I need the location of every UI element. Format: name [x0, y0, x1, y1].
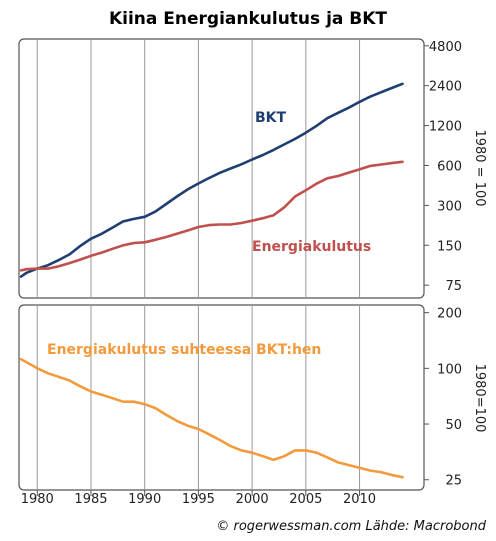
x-tick-label-2010: 2010: [343, 492, 376, 507]
panel-bottom-grid: [36, 305, 361, 490]
x-tick-label-1980: 1980: [21, 492, 54, 507]
gdp-series-label: BKT: [255, 110, 287, 126]
y-tick-label-4800: 4800: [429, 40, 462, 55]
series-line-top-1: [19, 160, 404, 272]
y-tick-label-600: 600: [437, 159, 462, 174]
y-tick-label-300: 300: [437, 199, 462, 214]
panel-top-grid: [36, 39, 361, 298]
series-line-bottom-0: [19, 357, 404, 479]
panel-bottom-lines: [19, 357, 404, 479]
x-tick-label-2005: 2005: [289, 492, 322, 507]
y-tick-label-75: 75: [445, 279, 462, 294]
source-credit: © rogerwessman.com Lähde: Macrobond: [216, 519, 486, 534]
y-tick-label-1200: 1200: [429, 120, 462, 135]
chart-title: Kiina Energiankulutus ja BKT: [109, 9, 387, 29]
y-tick-label-50: 50: [445, 418, 462, 433]
x-tick-label-2000: 2000: [236, 492, 269, 507]
panel-bottom-frame: [18, 304, 425, 491]
y-tick-label-2400: 2400: [429, 80, 462, 95]
top-y-axis-label: 1980 = 100: [472, 129, 487, 206]
x-tick-label-1985: 1985: [74, 492, 107, 507]
y-tick-label-100: 100: [437, 362, 462, 377]
x-tick-label-1990: 1990: [128, 492, 161, 507]
panel-top: 75 150 300 600 1200 2400 4800 BKT Energiakulut…: [18, 38, 487, 299]
panel-top-lines: [19, 82, 404, 278]
intensity-series-label: Energiakulutus suhteessa BKT:hen: [47, 342, 321, 358]
energy-series-label: Energiakulutus: [252, 239, 371, 255]
y-tick-label-25: 25: [445, 474, 462, 489]
bottom-y-axis-label: 1980=100: [472, 364, 487, 433]
panel-bottom-y-ticks: 25 50 100 200: [424, 307, 462, 489]
x-tick-label-1995: 1995: [182, 492, 215, 507]
panel-top-frame: [18, 38, 425, 299]
series-line-top-0: [19, 82, 404, 278]
panel-top-y-ticks: 75 150 300 600 1200 2400 4800: [424, 40, 462, 294]
y-tick-label-150: 150: [437, 239, 462, 254]
y-tick-label-200: 200: [437, 307, 462, 322]
x-axis-ticks: 1980 1985 1990 1995 2000 2005 2010: [21, 490, 376, 507]
